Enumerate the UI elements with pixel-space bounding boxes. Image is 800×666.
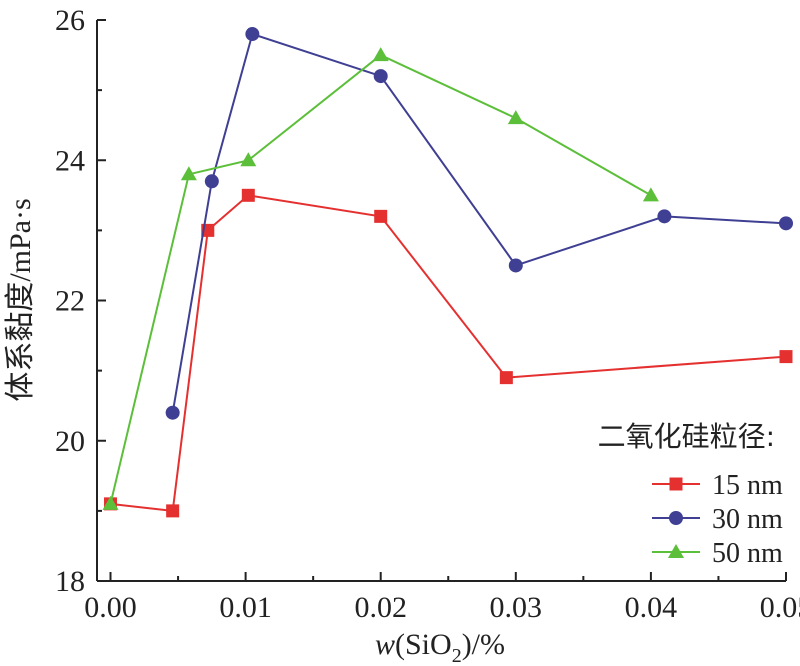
legend-item: 15 nm bbox=[652, 470, 783, 501]
data-point bbox=[373, 69, 388, 84]
data-point bbox=[779, 216, 793, 231]
data-point bbox=[245, 27, 260, 42]
series-layer bbox=[102, 27, 793, 518]
data-point bbox=[642, 187, 659, 202]
x-axis-title-subscript: 2 bbox=[452, 645, 462, 666]
data-point bbox=[165, 405, 180, 420]
y-axis-title: 体系黏度/mPa·s bbox=[4, 198, 37, 401]
legend-label: 30 nm bbox=[712, 504, 783, 535]
x-tick-label: 0.03 bbox=[490, 591, 543, 624]
y-tick-label: 26 bbox=[55, 4, 85, 37]
legend-title: 二氧化硅粒径: bbox=[598, 420, 775, 453]
data-point bbox=[499, 371, 513, 385]
data-point bbox=[508, 258, 523, 273]
series-2 bbox=[102, 47, 659, 510]
data-point bbox=[240, 152, 257, 167]
data-point bbox=[657, 209, 672, 224]
data-point bbox=[374, 209, 388, 223]
data-point bbox=[372, 47, 389, 62]
y-tick-label: 24 bbox=[55, 144, 85, 177]
x-tick-label: 0.02 bbox=[354, 591, 407, 624]
data-point bbox=[102, 495, 119, 510]
x-axis-title-tail: )/% bbox=[462, 628, 505, 661]
x-tick-label: 0.04 bbox=[625, 591, 678, 624]
x-tick-label: 0.01 bbox=[219, 591, 272, 624]
legend-item: 50 nm bbox=[652, 538, 783, 569]
data-point bbox=[241, 188, 255, 202]
legend-marker bbox=[669, 511, 683, 525]
data-point bbox=[779, 350, 793, 364]
x-axis-title-main: (SiO bbox=[395, 628, 452, 661]
x-axis-title-italic: w bbox=[375, 628, 395, 661]
legend-marker bbox=[668, 544, 684, 558]
data-point bbox=[180, 166, 197, 181]
legend-label: 50 nm bbox=[712, 538, 783, 569]
y-tick-label: 22 bbox=[55, 285, 85, 318]
axes-layer: 18 20 22 24 26 0.00 0.01 0.02 0.03 0.04 0.05 bbox=[55, 4, 800, 624]
legend-item: 30 nm bbox=[652, 504, 783, 535]
series-line bbox=[171, 32, 787, 413]
series-1 bbox=[165, 27, 793, 420]
x-tick-label: 0.05 bbox=[760, 591, 800, 624]
series-0 bbox=[104, 188, 793, 518]
legend-marker bbox=[669, 477, 683, 491]
legend-label: 15 nm bbox=[712, 470, 783, 501]
data-point bbox=[166, 504, 180, 518]
series-line bbox=[110, 194, 787, 513]
y-tick-label: 20 bbox=[55, 425, 85, 458]
data-point bbox=[507, 110, 524, 125]
y-tick-label: 18 bbox=[55, 565, 85, 598]
series-line bbox=[109, 53, 652, 505]
data-point bbox=[204, 174, 219, 189]
x-axis-title: w(SiO2)/% bbox=[375, 628, 505, 666]
x-tick-label: 0.00 bbox=[84, 591, 137, 624]
